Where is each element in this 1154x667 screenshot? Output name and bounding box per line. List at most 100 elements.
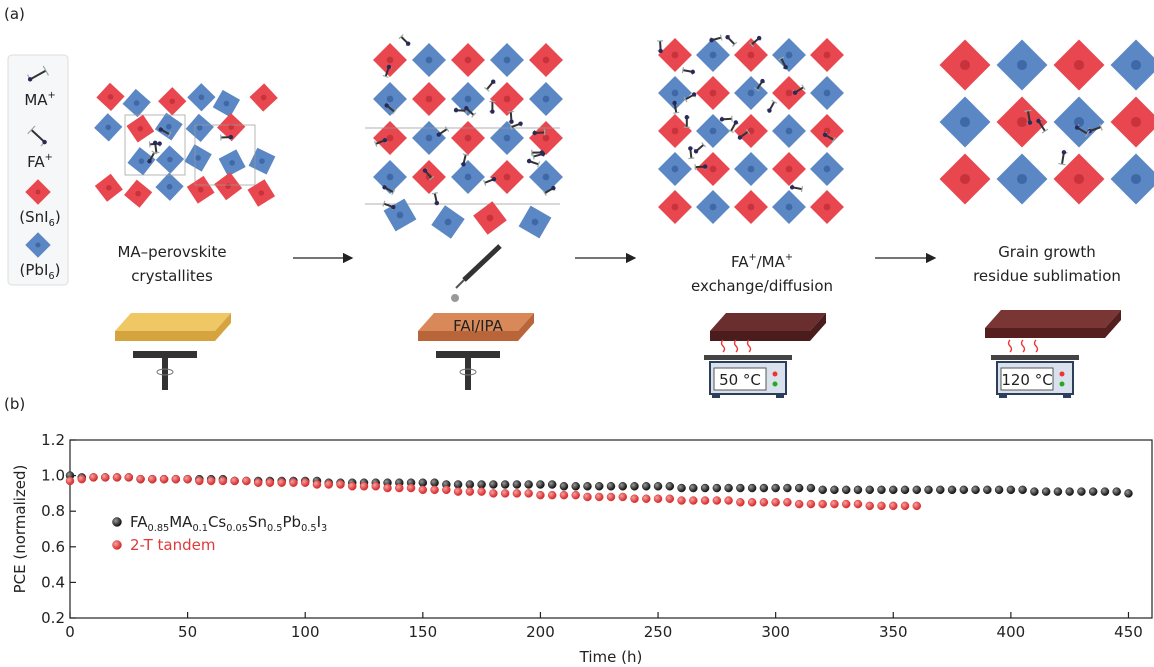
molecule-bond [375,143,378,147]
molecule-bond [169,131,172,135]
octahedron-center [166,123,172,130]
octahedron [247,179,276,207]
heater-led [1059,371,1065,377]
legend-marker [112,540,122,550]
octahedron-center [542,134,550,142]
data-point [783,483,792,493]
octahedron [810,152,844,186]
molecule-atom [684,115,690,120]
data-point [618,492,628,502]
data-point [265,478,275,487]
molecule-atom [540,151,546,157]
data-point [524,480,533,489]
molecule-atom [509,119,514,124]
data-point [406,483,416,493]
data-point [653,494,663,503]
octahedron-center [709,127,717,135]
octahedron [658,38,692,72]
plot-frame [69,439,1153,619]
molecule-bond [385,75,389,78]
octahedron [383,198,417,232]
octahedron [94,173,123,202]
chart-marks [65,439,1153,619]
data-point [500,489,510,498]
octahedron-center [464,134,472,142]
data-point [606,482,616,491]
octahedron [186,175,215,204]
data-point [65,476,75,486]
data-point [630,494,639,503]
molecule-bond [681,70,684,74]
molecule-bond [1044,128,1049,132]
octahedron [1053,96,1105,148]
molecule-bond [780,56,785,59]
octahedron [373,82,407,116]
octahedron-center [107,94,114,100]
molecule-atom [733,120,739,125]
heater-display [713,367,767,391]
molecule-bond [773,101,778,104]
octahedron [772,152,806,186]
molecule-bond [1041,130,1046,134]
legend-label: MA+ [24,90,55,109]
heater-foot [712,394,720,398]
molecule-bond [462,153,466,156]
x-tick-label: 200 [526,623,555,641]
octahedron [185,113,214,142]
data-point [841,499,851,509]
octahedron [155,145,185,174]
octahedron-center [542,95,550,103]
octahedron-center [386,173,394,181]
molecule-atom [551,185,556,191]
molecule-atom [783,65,788,70]
data-point [630,482,639,491]
molecule-bond [510,126,513,131]
molecule-bond [465,154,469,156]
step-label: MA–perovskite [117,243,226,261]
data-point [89,473,98,482]
temperature-label: 120 °C [1001,371,1052,389]
octahedron [249,83,278,112]
spin-shaft [465,358,471,390]
octahedron-center [671,89,679,97]
octahedron [451,160,485,194]
molecule-bond [392,189,396,193]
heat-wave [1033,339,1039,353]
molecule-bond [486,88,490,92]
molecule-bond [754,87,758,90]
heater-foot [1063,394,1071,398]
octahedron [212,89,241,118]
octahedron-center [542,56,550,64]
octahedron-center [785,51,793,59]
data-point [724,496,733,505]
y-tick-label: 0.8 [41,502,65,520]
data-point [536,490,545,500]
data-point [806,483,816,493]
molecule-bond [778,57,782,61]
molecule-bond [393,109,397,113]
molecule-bond [27,129,32,135]
octahedron [158,87,187,116]
heater-display [1000,367,1054,391]
octahedron-center [198,94,205,101]
octahedron [772,38,806,72]
data-point [712,483,722,493]
crystallite-box [194,124,256,186]
molecule-bond [532,156,535,160]
pipette-tip [455,279,465,289]
substrate-top [418,313,534,331]
molecule-atom [453,108,459,113]
molecule-atom [391,204,396,210]
x-tick-label: 0 [65,623,75,641]
octahedron-center [259,158,265,164]
step-label: crystallites [131,267,213,285]
molecule-atom [691,92,697,97]
spin-chuck [436,351,500,358]
octahedron [696,38,730,72]
data-point [653,482,663,491]
data-point [183,474,192,484]
data-point [159,474,169,484]
molecule-bond [544,192,547,197]
octahedron [939,96,991,148]
molecule-atom [464,106,469,111]
